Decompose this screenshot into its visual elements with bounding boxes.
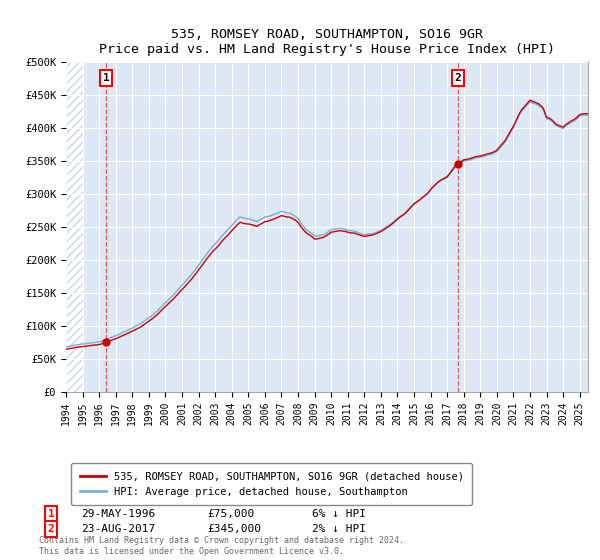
Text: 1: 1 [103,73,109,83]
Text: 1: 1 [47,509,55,519]
Text: Contains HM Land Registry data © Crown copyright and database right 2024.
This d: Contains HM Land Registry data © Crown c… [39,536,404,556]
Text: 6% ↓ HPI: 6% ↓ HPI [312,509,366,519]
Text: 2: 2 [47,524,55,534]
Text: 29-MAY-1996: 29-MAY-1996 [81,509,155,519]
Text: £75,000: £75,000 [207,509,254,519]
Text: £345,000: £345,000 [207,524,261,534]
Title: 535, ROMSEY ROAD, SOUTHAMPTON, SO16 9GR
Price paid vs. HM Land Registry's House : 535, ROMSEY ROAD, SOUTHAMPTON, SO16 9GR … [99,28,555,56]
Text: 2: 2 [454,73,461,83]
Text: 23-AUG-2017: 23-AUG-2017 [81,524,155,534]
Bar [66,62,83,392]
Legend: 535, ROMSEY ROAD, SOUTHAMPTON, SO16 9GR (detached house), HPI: Average price, de: 535, ROMSEY ROAD, SOUTHAMPTON, SO16 9GR … [71,463,472,505]
Text: 2% ↓ HPI: 2% ↓ HPI [312,524,366,534]
